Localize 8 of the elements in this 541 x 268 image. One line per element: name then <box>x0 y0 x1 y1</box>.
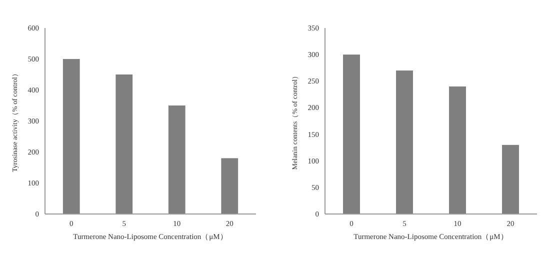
bar <box>449 86 466 214</box>
bar <box>221 158 238 214</box>
bar <box>168 106 186 214</box>
bar <box>343 54 360 214</box>
bar <box>62 59 80 214</box>
bar <box>116 74 133 214</box>
bar <box>502 144 519 214</box>
bar <box>396 70 413 214</box>
